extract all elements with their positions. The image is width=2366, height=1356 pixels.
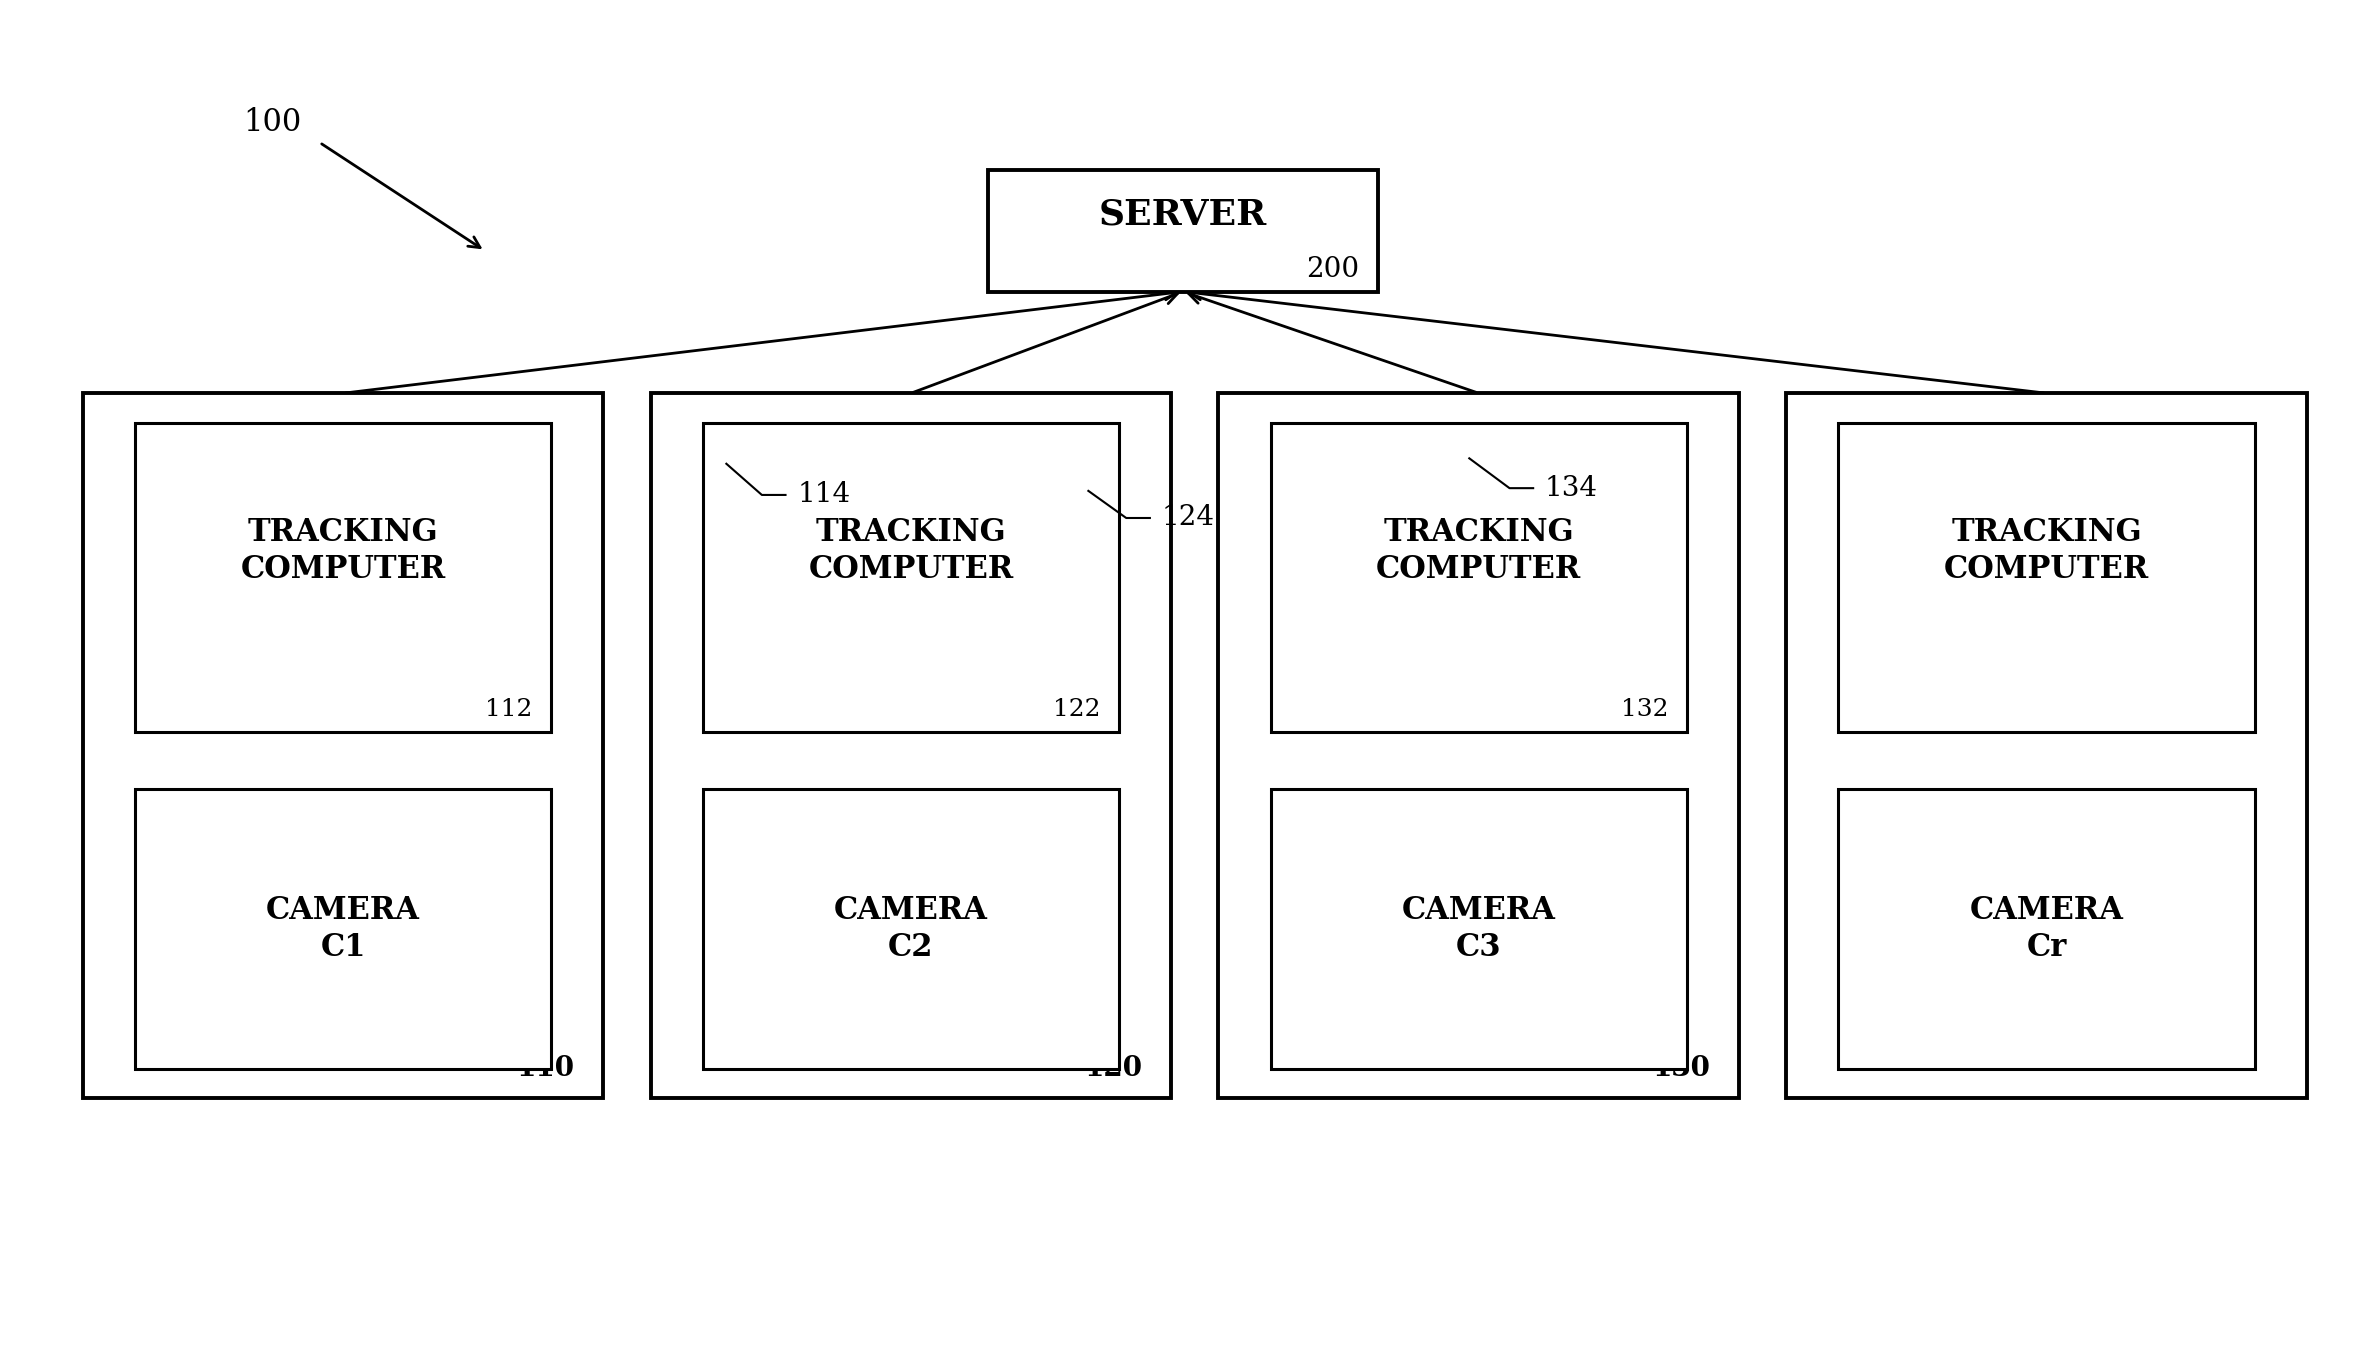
Bar: [1838, 423, 2255, 732]
Text: SERVER: SERVER: [1098, 197, 1268, 232]
Bar: [1218, 393, 1739, 1098]
Bar: [83, 393, 603, 1098]
Text: TRACKING
COMPUTER: TRACKING COMPUTER: [1945, 517, 2148, 584]
Text: CAMERA
C3: CAMERA C3: [1401, 895, 1557, 963]
Bar: [1271, 789, 1687, 1069]
Bar: [703, 789, 1119, 1069]
Text: 112: 112: [485, 698, 532, 721]
Bar: [1271, 423, 1687, 732]
Text: 120: 120: [1084, 1055, 1143, 1082]
Text: 132: 132: [1621, 698, 1668, 721]
Text: TRACKING
COMPUTER: TRACKING COMPUTER: [1377, 517, 1580, 584]
Bar: [135, 423, 551, 732]
Text: 110: 110: [516, 1055, 575, 1082]
Text: 114: 114: [797, 481, 849, 508]
Text: 200: 200: [1306, 256, 1358, 283]
Text: 134: 134: [1545, 475, 1597, 502]
Text: TRACKING
COMPUTER: TRACKING COMPUTER: [241, 517, 445, 584]
Bar: [1838, 789, 2255, 1069]
Bar: [651, 393, 1171, 1098]
Text: 100: 100: [244, 107, 300, 137]
Text: 122: 122: [1053, 698, 1100, 721]
Text: CAMERA
Cr: CAMERA Cr: [1969, 895, 2125, 963]
Text: 124: 124: [1162, 504, 1214, 532]
Bar: [1786, 393, 2307, 1098]
Text: CAMERA
C1: CAMERA C1: [265, 895, 421, 963]
Bar: [703, 423, 1119, 732]
Bar: [135, 789, 551, 1069]
Text: TRACKING
COMPUTER: TRACKING COMPUTER: [809, 517, 1013, 584]
Bar: [987, 170, 1377, 292]
Text: 130: 130: [1654, 1055, 1711, 1082]
Text: CAMERA
C2: CAMERA C2: [833, 895, 989, 963]
